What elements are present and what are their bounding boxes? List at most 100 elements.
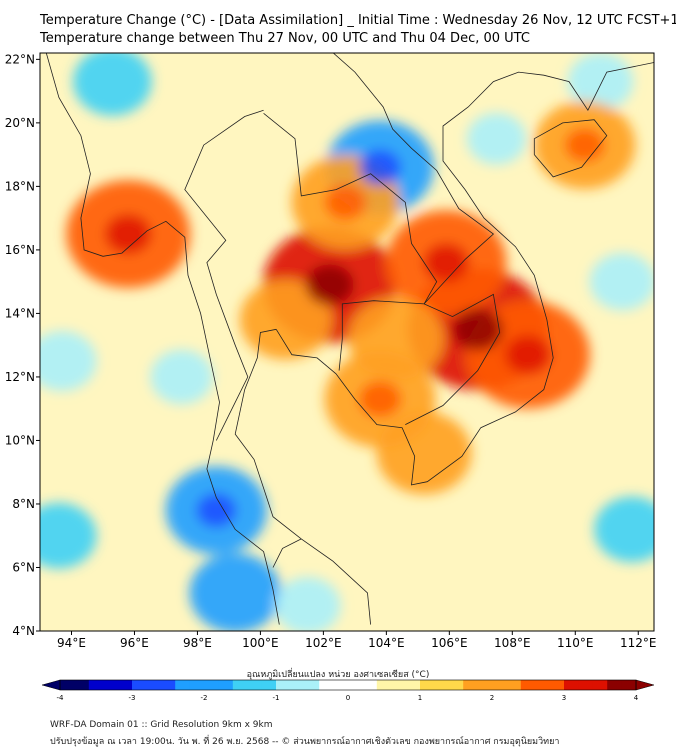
cold-anomaly-9 — [567, 53, 634, 111]
colorbar-cell — [448, 680, 464, 690]
map-frame — [39, 52, 655, 632]
colorbar-tick-label: 4 — [634, 694, 639, 702]
anomaly-core-7 — [564, 128, 605, 163]
cold-anomaly-7 — [589, 253, 654, 311]
lat-tick-label: 6°N — [12, 560, 35, 574]
colorbar-cell — [492, 680, 507, 690]
coastline-border-1 — [206, 440, 280, 625]
coastline-border-8 — [332, 53, 495, 305]
colorbar-cell — [520, 680, 536, 690]
colorbar-cell — [88, 680, 104, 690]
colorbar: -4 -3 -2 -1 0 1 2 3 4 — [41, 679, 655, 702]
temperature-field — [40, 53, 654, 631]
colorbar-cell — [463, 680, 479, 690]
colorbar-cell — [319, 680, 335, 690]
colorbar-cell — [348, 680, 363, 690]
lon-tick-label: 102°E — [305, 636, 342, 650]
cold-anomaly-6 — [594, 496, 654, 563]
lat-tick-label: 10°N — [5, 433, 35, 447]
colorbar-cell — [477, 680, 493, 690]
coastline-border-9 — [272, 538, 302, 568]
colorbar-tick-label: 3 — [562, 694, 566, 702]
colorbar-cell — [160, 680, 176, 690]
lon-tick-label: 104°E — [368, 636, 405, 650]
colorbar-cell — [607, 680, 623, 690]
coastline-border-4 — [533, 119, 608, 178]
colorbar-cell — [434, 680, 450, 690]
colorbar-label: อุณหภูมิเปลี่ยนแปลง หน่วย องศาเซลเซียส (… — [246, 670, 430, 680]
colorbar-cell — [592, 680, 608, 690]
coastline-border-6 — [184, 109, 264, 441]
colorbar-cell — [290, 680, 306, 690]
lon-tick-label: 110°E — [557, 636, 594, 650]
colorbar-cell — [333, 680, 349, 690]
lat-tick-label: 14°N — [5, 306, 35, 320]
lat-tick-label: 4°N — [12, 624, 35, 638]
lon-tick-label: 100°E — [242, 636, 279, 650]
anomaly-core-12 — [196, 493, 237, 528]
lat-tick-label: 16°N — [5, 243, 35, 257]
lon-tick-label: 108°E — [494, 636, 531, 650]
cold-anomaly-5 — [40, 502, 97, 569]
anomaly-core-1 — [452, 308, 503, 351]
colorbar-frame — [59, 679, 637, 691]
lon-tick-label: 98°E — [183, 636, 212, 650]
colorbar-cell — [362, 680, 378, 690]
lat-tick-label: 20°N — [5, 116, 35, 130]
colorbar-tick-label: 1 — [418, 694, 422, 702]
colorbar-tick-label: 2 — [490, 694, 494, 702]
cold-anomaly-11 — [274, 577, 341, 631]
colorbar-cell — [304, 680, 320, 690]
colorbar-cell — [420, 680, 435, 690]
colorbar-cell — [276, 680, 291, 690]
coastline-border-5 — [263, 112, 438, 305]
colorbar-cell — [549, 680, 565, 690]
colorbar-cell — [232, 680, 248, 690]
lon-tick-label: 106°E — [431, 636, 468, 650]
colorbar-cell — [132, 680, 147, 690]
coastline-border-7 — [338, 293, 501, 425]
colorbar-cell — [189, 680, 205, 690]
colorbar-cell — [74, 680, 90, 690]
chart-subtitle: Temperature change between Thu 27 Nov, 0… — [40, 31, 530, 46]
colorbar-tick-label: -4 — [57, 694, 65, 702]
cold-anomaly-8 — [150, 349, 213, 405]
colorbar-cell — [146, 680, 162, 690]
coastline-border-2 — [234, 328, 371, 625]
footer-model-info: WRF-DA Domain 01 :: Grid Resolution 9km … — [50, 720, 273, 730]
lon-tick-label: 96°E — [120, 636, 149, 650]
latitude-axis: 22°N 20°N 18°N 16°N 14°N 12°N 10°N 8°N 6°N 4°N — [5, 52, 40, 638]
colorbar-cell — [564, 680, 579, 690]
anomaly-core-11 — [359, 149, 401, 186]
longitude-axis: 94°E 96°E 98°E 100°E 102°E 104°E 106°E 108°E 110… — [57, 631, 657, 650]
colorbar-cell — [175, 680, 191, 690]
warm-anomaly-8 — [376, 411, 472, 495]
anomaly-core-6 — [358, 381, 402, 418]
anomaly-core-0 — [305, 264, 354, 306]
colorbar-cell — [261, 680, 277, 690]
coastline-border-3 — [275, 62, 654, 486]
colorbar-cell — [405, 680, 421, 690]
lat-tick-label: 8°N — [12, 497, 35, 511]
colorbar-cell — [391, 680, 407, 690]
colorbar-cell — [506, 680, 522, 690]
cold-anomaly-3 — [73, 53, 152, 116]
lon-tick-label: 94°E — [57, 636, 86, 650]
anomaly-core-5 — [324, 184, 367, 220]
lat-tick-label: 12°N — [5, 370, 35, 384]
colorbar-cell — [60, 680, 75, 690]
colorbar-cell — [103, 680, 119, 690]
colorbar-tick-label: -2 — [201, 694, 208, 702]
colorbar-tick-label: -3 — [129, 694, 136, 702]
lat-tick-label: 18°N — [5, 179, 35, 193]
anomaly-core-3 — [505, 335, 551, 375]
colorbar-cell — [621, 680, 637, 690]
footer-credit: ปรับปรุงข้อมูล ณ เวลา 19:00น. วัน พ. ที่… — [50, 737, 560, 747]
cold-anomaly-4 — [40, 331, 97, 392]
colorbar-cell — [247, 680, 263, 690]
lat-tick-label: 22°N — [5, 52, 35, 66]
colorbar-tick-label: 0 — [346, 694, 350, 702]
anomaly-core-4 — [105, 214, 151, 254]
lon-tick-label: 112°E — [620, 636, 657, 650]
